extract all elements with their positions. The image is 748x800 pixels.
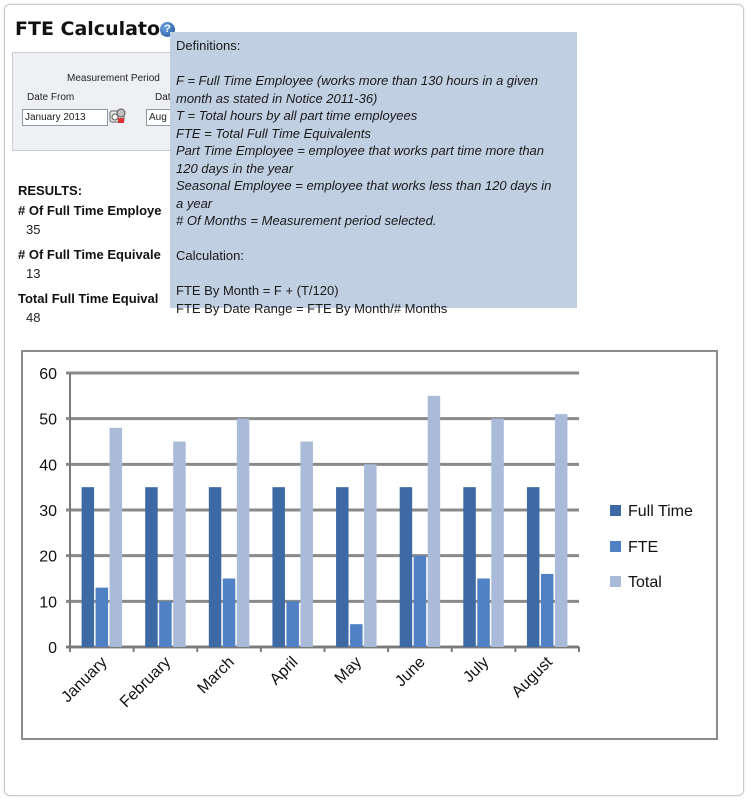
calculation-line: FTE By Month = F + (T/120) [176, 283, 339, 298]
bar-total [173, 441, 186, 647]
y-tick-label: 10 [39, 594, 57, 611]
total-fte-value: 48 [26, 310, 41, 325]
chart-svg: 0 10 20 30 40 50 60 January February March April Ma… [39, 366, 693, 711]
bar-fte [350, 624, 363, 647]
definition-line: T = Total hours by all part time employe… [176, 108, 418, 123]
date-from-label: Date From [27, 92, 75, 103]
x-tick-label: July [460, 654, 492, 686]
full-time-employees-label: # Of Full Time Employe [18, 203, 162, 218]
date-to-label: Dat [155, 92, 171, 103]
results-heading: RESULTS: [18, 183, 83, 198]
x-tick-label: August [509, 653, 557, 701]
date-from-input[interactable] [22, 109, 108, 126]
measurement-period-panel [12, 52, 194, 151]
full-time-equivalents-value: 13 [26, 266, 41, 281]
y-tick-label: 0 [48, 640, 57, 657]
x-tick-label: April [267, 654, 302, 689]
bar-fte [222, 578, 236, 647]
calendar-picker-icon[interactable] [108, 106, 128, 126]
bar-fte [477, 578, 490, 647]
legend-label: Total [628, 574, 662, 591]
legend-swatch [610, 541, 621, 552]
definition-line: a year [176, 195, 213, 211]
x-tick-label: February [117, 654, 174, 711]
bar-full-time [399, 487, 413, 647]
bar-fte [95, 587, 109, 647]
y-tick-label: 20 [39, 549, 57, 566]
bar-full-time [145, 487, 158, 647]
x-tick-label: May [332, 654, 365, 687]
bar-total [554, 414, 568, 647]
y-tick-label: 40 [39, 457, 57, 474]
legend-label: FTE [628, 539, 658, 556]
bar-full-time [336, 487, 349, 647]
x-tick-label: June [392, 654, 429, 691]
bar-fte [540, 573, 554, 647]
definition-line: F = Full Time Employee (works more than … [176, 73, 539, 88]
bar-total [427, 395, 441, 647]
bar-total [364, 464, 377, 647]
definition-line: month as stated in Notice 2011-36) [176, 90, 378, 106]
bar-full-time [463, 487, 476, 647]
definition-line: Seasonal Employee = employee that works … [176, 178, 552, 193]
bar-total [300, 441, 313, 647]
legend-label: Full Time [628, 503, 693, 520]
bar-full-time [526, 487, 540, 647]
total-fte-label: Total Full Time Equival [18, 291, 159, 306]
full-time-employees-value: 35 [26, 222, 41, 237]
bar-full-time [81, 487, 95, 647]
definitions-heading: Definitions: [176, 38, 241, 53]
x-tick-label: March [194, 654, 237, 697]
bar-fte [286, 601, 299, 647]
bar-total [109, 427, 123, 647]
calculation-heading: Calculation: [176, 248, 244, 263]
bar-fte [413, 555, 427, 647]
legend-swatch [610, 576, 621, 587]
bar-total [236, 418, 250, 647]
definition-line: # Of Months = Measurement period selecte… [176, 213, 437, 228]
definitions-tooltip: Definitions: F = Full Time Employee (wor… [170, 32, 577, 316]
y-tick-label: 30 [39, 503, 57, 520]
page-title: FTE Calculator [15, 18, 170, 40]
definition-line: FTE = Total Full Time Equivalents [176, 125, 371, 141]
bar-total [491, 418, 504, 647]
full-time-equivalents-label: # Of Full Time Equivale [18, 247, 161, 262]
calculation-line: FTE By Date Range = FTE By Month/# Month… [176, 300, 448, 316]
x-tick-label: January [58, 654, 110, 706]
y-tick-label: 60 [39, 366, 57, 383]
bar-full-time [272, 487, 285, 647]
definition-line: Part Time Employee = employee that works… [176, 143, 545, 158]
legend-swatch [610, 505, 621, 516]
fte-chart: 0 10 20 30 40 50 60 January February March April Ma… [21, 350, 718, 740]
bar-fte [159, 601, 172, 647]
y-tick-label: 50 [39, 412, 57, 429]
bar-full-time [208, 487, 222, 647]
definition-line: 120 days in the year [176, 160, 294, 176]
measurement-period-label: Measurement Period [67, 73, 160, 84]
